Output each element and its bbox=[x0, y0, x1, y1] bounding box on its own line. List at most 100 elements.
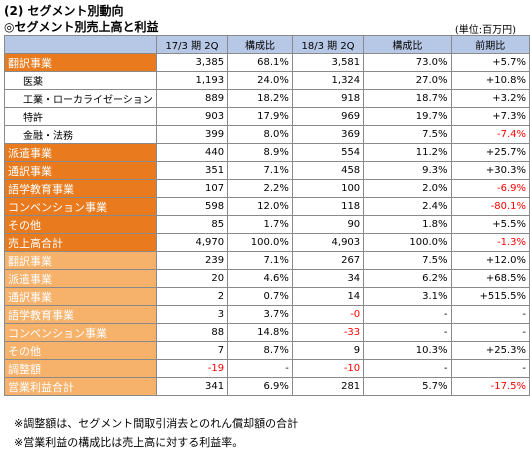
row-label: 通訳事業 bbox=[4, 287, 157, 306]
footnote: ※調整額は、セグメント間取引消去とのれん償却額の合計 bbox=[14, 417, 299, 430]
table-cell: 7 bbox=[155, 341, 229, 360]
table-cell: 24.0% bbox=[227, 71, 293, 90]
row-label: 派遣事業 bbox=[4, 269, 157, 288]
table-cell: 399 bbox=[155, 125, 229, 144]
table-cell: 7.1% bbox=[227, 161, 293, 180]
table-cell: 1.7% bbox=[227, 215, 293, 234]
row-label: 特許 bbox=[4, 107, 157, 126]
unit-label: (単位:百万円) bbox=[454, 25, 516, 36]
table-cell: 7.5% bbox=[363, 251, 452, 270]
table-body: 翻訳事業 3,385 68.1% 3,581 73.0% +5.7% 医薬 1,193 24.0… bbox=[4, 53, 530, 396]
segment-table: 17/3 期 2Q 構成比 18/3 期 2Q 構成比 前期比 翻訳事業 3,38… bbox=[4, 35, 530, 396]
table-cell: 100.0% bbox=[363, 233, 452, 252]
table-cell: 1,193 bbox=[155, 71, 229, 90]
table-cell: -1.3% bbox=[450, 233, 530, 252]
row-label: 営業利益合計 bbox=[4, 377, 157, 396]
table-row: 特許 903 17.9% 969 19.7% +7.3% bbox=[4, 107, 530, 126]
table-cell: 14 bbox=[291, 287, 365, 306]
table-cell: +25.7% bbox=[450, 143, 530, 162]
table-cell: +5.5% bbox=[450, 215, 530, 234]
table-row: 語学教育事業 3 3.7% -0- - bbox=[4, 305, 530, 324]
table-cell: 239 bbox=[155, 251, 229, 270]
table-cell: 2 bbox=[155, 287, 229, 306]
table-row: 金融・法務 399 8.0% 369 7.5% -7.4% bbox=[4, 125, 530, 144]
table-cell: 918 bbox=[291, 89, 365, 108]
table-cell: 88 bbox=[155, 323, 229, 342]
table-cell: - bbox=[363, 359, 452, 378]
table-cell: 2.2% bbox=[227, 179, 293, 198]
header-ratio-curr: 構成比 bbox=[363, 35, 452, 54]
table-cell: 0.7% bbox=[227, 287, 293, 306]
table-cell: 17.9% bbox=[227, 107, 293, 126]
table-cell: 2.0% bbox=[363, 179, 452, 198]
footnote: ※営業利益の構成比は売上高に対する利益率。 bbox=[14, 436, 244, 449]
table-row: 派遣事業 20 4.6% 34 6.2% +68.5% bbox=[4, 269, 530, 288]
table-cell: 3.1% bbox=[363, 287, 452, 306]
row-label: 翻訳事業 bbox=[4, 251, 157, 270]
table-cell: +515.5% bbox=[450, 287, 530, 306]
table-cell: 8.7% bbox=[227, 341, 293, 360]
table-cell: -19 bbox=[155, 359, 229, 378]
table-cell: 8.0% bbox=[227, 125, 293, 144]
table-row: 営業利益合計 341 6.9% 281 5.7% -17.5% bbox=[4, 377, 530, 396]
table-row: 通訳事業 2 0.7% 14 3.1% +515.5% bbox=[4, 287, 530, 306]
row-label: 語学教育事業 bbox=[4, 179, 157, 198]
table-row: 調整額 -19- -10- - bbox=[4, 359, 530, 378]
table-cell: -6.9% bbox=[450, 179, 530, 198]
table-cell: - bbox=[363, 323, 452, 342]
table-cell: 3,581 bbox=[291, 53, 365, 72]
table-cell: 4,903 bbox=[291, 233, 365, 252]
row-label: 調整額 bbox=[4, 359, 157, 378]
row-label: 医薬 bbox=[4, 71, 157, 90]
footnotes: ※調整額は、セグメント間取引消去とのれん償却額の合計 ※営業利益の構成比は売上高… bbox=[14, 414, 298, 452]
table-cell: +3.2% bbox=[450, 89, 530, 108]
table-cell: 267 bbox=[291, 251, 365, 270]
table-cell: +30.3% bbox=[450, 161, 530, 180]
table-cell: - bbox=[450, 359, 530, 378]
table-cell: +10.8% bbox=[450, 71, 530, 90]
row-label: その他 bbox=[4, 215, 157, 234]
table-cell: 3.7% bbox=[227, 305, 293, 324]
section-title: (2) セグメント別動向 bbox=[4, 4, 124, 18]
table-cell: 9.3% bbox=[363, 161, 452, 180]
row-label: 工業・ローカライゼーション bbox=[4, 89, 157, 108]
table-row: 語学教育事業 107 2.2% 100 2.0% -6.9% bbox=[4, 179, 530, 198]
table-cell: 7.5% bbox=[363, 125, 452, 144]
table-cell: 3,385 bbox=[155, 53, 229, 72]
table-cell: 5.7% bbox=[363, 377, 452, 396]
row-label: その他 bbox=[4, 341, 157, 360]
table-row: コンベンション事業 88 14.8% -33- - bbox=[4, 323, 530, 342]
table-cell: - bbox=[450, 323, 530, 342]
table-cell: 4,970 bbox=[155, 233, 229, 252]
table-cell: 889 bbox=[155, 89, 229, 108]
table-cell: 12.0% bbox=[227, 197, 293, 216]
table-cell: 19.7% bbox=[363, 107, 452, 126]
table-cell: 351 bbox=[155, 161, 229, 180]
table-cell: 1.8% bbox=[363, 215, 452, 234]
row-label: 翻訳事業 bbox=[4, 53, 157, 72]
table-cell: 8.9% bbox=[227, 143, 293, 162]
table-row: 派遣事業 440 8.9% 554 11.2% +25.7% bbox=[4, 143, 530, 162]
header-period-prev: 17/3 期 2Q bbox=[155, 35, 229, 54]
table-cell: -7.4% bbox=[450, 125, 530, 144]
table-cell: 3 bbox=[155, 305, 229, 324]
table-cell: 68.1% bbox=[227, 53, 293, 72]
table-header-row: 17/3 期 2Q 構成比 18/3 期 2Q 構成比 前期比 bbox=[4, 35, 530, 54]
table-cell: 20 bbox=[155, 269, 229, 288]
table-cell: 2.4% bbox=[363, 197, 452, 216]
table-cell: 85 bbox=[155, 215, 229, 234]
table-cell: +12.0% bbox=[450, 251, 530, 270]
table-cell: +7.3% bbox=[450, 107, 530, 126]
table-cell: +25.3% bbox=[450, 341, 530, 360]
table-cell: 440 bbox=[155, 143, 229, 162]
table-cell: 341 bbox=[155, 377, 229, 396]
table-cell: - bbox=[450, 305, 530, 324]
table-cell: 100.0% bbox=[227, 233, 293, 252]
table-cell: 598 bbox=[155, 197, 229, 216]
table-cell: 9 bbox=[291, 341, 365, 360]
header-yoy: 前期比 bbox=[450, 35, 530, 54]
table-cell: -80.1% bbox=[450, 197, 530, 216]
table-row: その他 7 8.7% 9 10.3% +25.3% bbox=[4, 341, 530, 360]
table-cell: -0 bbox=[291, 305, 365, 324]
table-cell: - bbox=[227, 359, 293, 378]
